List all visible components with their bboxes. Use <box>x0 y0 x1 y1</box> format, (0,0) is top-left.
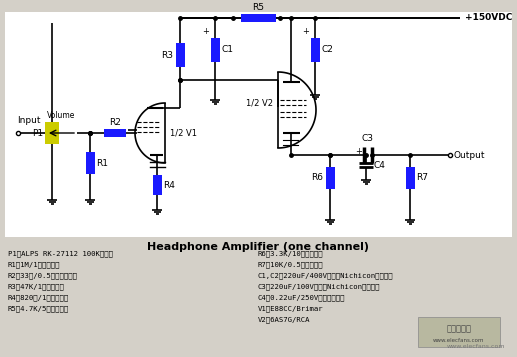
Bar <box>418 317 500 347</box>
Text: +: + <box>302 27 310 36</box>
Text: Volume: Volume <box>47 111 75 120</box>
Text: P1－ALPS RK-27112 100K电位器: P1－ALPS RK-27112 100K电位器 <box>8 250 113 257</box>
Text: R2－33欧/0.5瓦金属膜电阻: R2－33欧/0.5瓦金属膜电阻 <box>8 272 78 278</box>
Text: R1: R1 <box>97 159 109 167</box>
Text: 1/2 V2: 1/2 V2 <box>246 99 273 107</box>
Text: +: + <box>355 146 362 156</box>
Text: R4: R4 <box>163 181 175 190</box>
Bar <box>240 14 276 22</box>
Text: R3－47K/1瓦炭质电阻: R3－47K/1瓦炭质电阻 <box>8 283 65 290</box>
Text: C4: C4 <box>374 161 386 170</box>
Text: Output: Output <box>453 151 484 160</box>
Text: 电子发烧友: 电子发烧友 <box>447 325 472 333</box>
Bar <box>5 12 512 237</box>
Text: R5－4.7K/5瓦线绕电阻: R5－4.7K/5瓦线绕电阻 <box>8 305 69 312</box>
Text: Input: Input <box>17 116 40 125</box>
Text: C4－0.22uF/250V，聚丙烯电容: C4－0.22uF/250V，聚丙烯电容 <box>258 294 345 301</box>
Text: R7: R7 <box>417 174 429 182</box>
Text: +: + <box>203 27 209 36</box>
Text: V2－6AS7G/RCA: V2－6AS7G/RCA <box>258 316 311 323</box>
Text: P1: P1 <box>32 129 43 137</box>
Bar <box>210 38 220 62</box>
Bar <box>175 43 185 67</box>
Bar <box>85 152 95 174</box>
Text: V1－E88CC/Brimar: V1－E88CC/Brimar <box>258 305 324 312</box>
Text: R3: R3 <box>161 50 174 60</box>
Text: C1,C2－220uF/400V，日本Nichicon电解电容: C1,C2－220uF/400V，日本Nichicon电解电容 <box>258 272 393 278</box>
Text: R4－820欧/1瓦炭质电阻: R4－820欧/1瓦炭质电阻 <box>8 294 69 301</box>
Text: +150VDC: +150VDC <box>465 14 512 22</box>
Text: C2: C2 <box>322 45 333 55</box>
Bar <box>326 167 334 189</box>
Text: R1－1M/1瓦炭质电阻: R1－1M/1瓦炭质电阻 <box>8 261 60 268</box>
Text: R2: R2 <box>109 118 121 127</box>
Bar <box>405 167 415 189</box>
Text: www.elecfans.com: www.elecfans.com <box>433 338 485 343</box>
Text: C3－220uF/100V，日本Nichicon电解电容: C3－220uF/100V，日本Nichicon电解电容 <box>258 283 381 290</box>
Text: C3: C3 <box>362 134 374 143</box>
Bar <box>311 38 320 62</box>
Bar <box>45 122 59 144</box>
Bar <box>153 175 161 195</box>
Bar <box>5 15 512 230</box>
Bar <box>104 129 126 137</box>
Text: R7－10K/0.5瓦炭质电阻: R7－10K/0.5瓦炭质电阻 <box>258 261 324 268</box>
Text: 1/2 V1: 1/2 V1 <box>170 129 197 137</box>
Text: R6－3.3K/10瓦线绕电阻: R6－3.3K/10瓦线绕电阻 <box>258 250 324 257</box>
Text: R5: R5 <box>252 3 264 12</box>
Text: R6: R6 <box>312 174 324 182</box>
Text: Headphone Amplifier (one channel): Headphone Amplifier (one channel) <box>147 242 369 252</box>
Text: C1: C1 <box>221 45 234 55</box>
Text: www.elecfans.com: www.elecfans.com <box>447 344 505 349</box>
